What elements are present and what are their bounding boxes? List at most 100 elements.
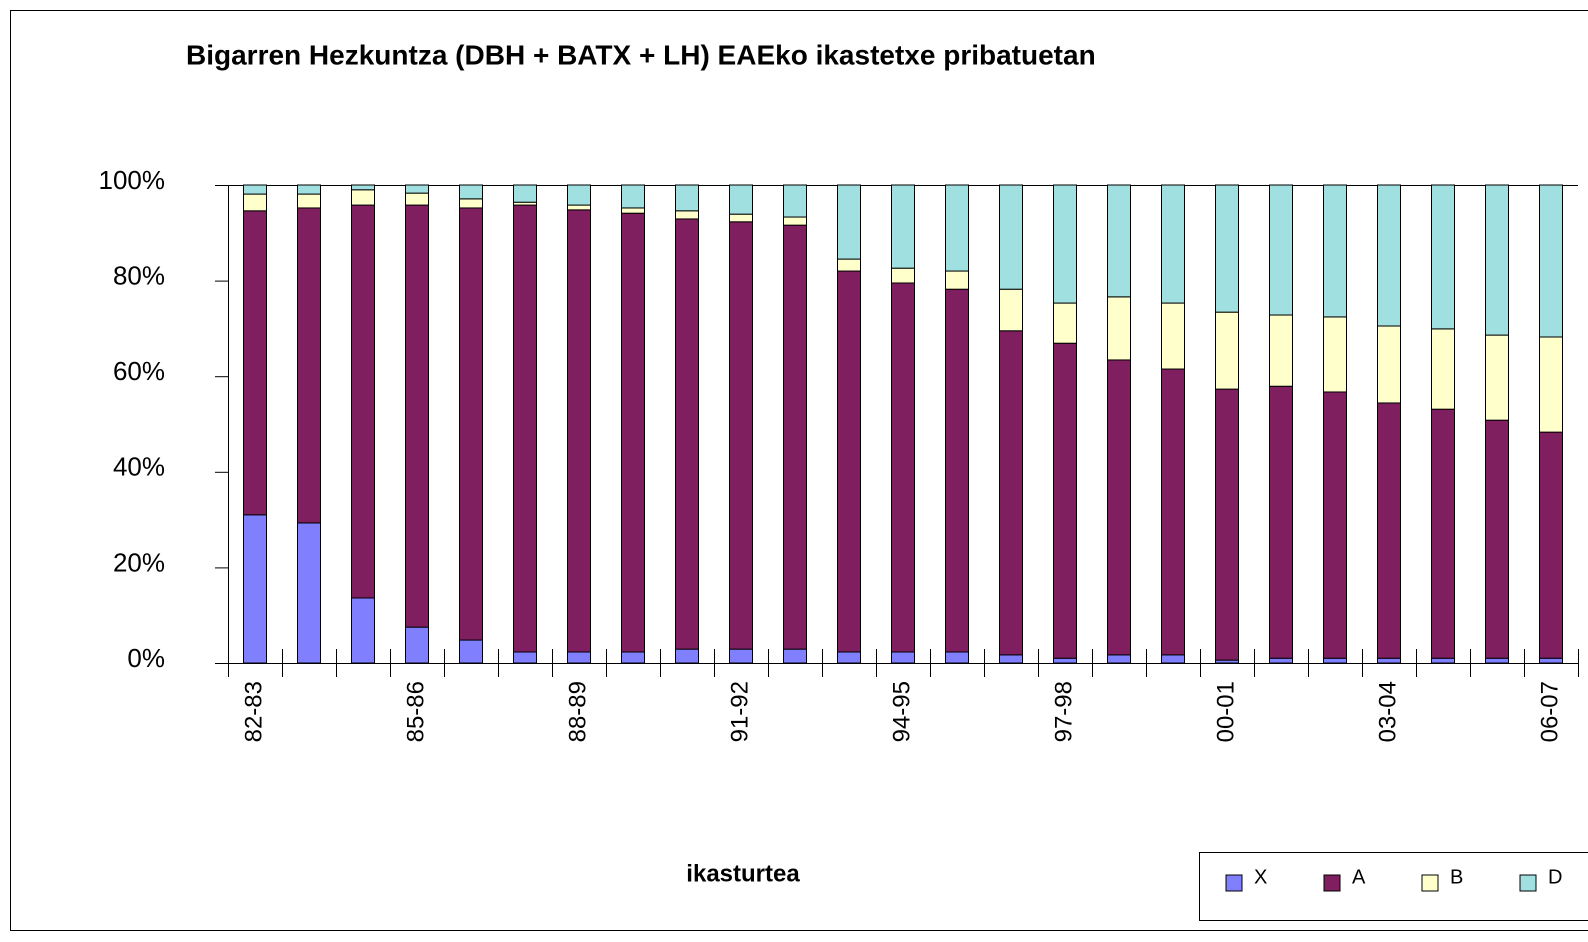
bar-segment bbox=[297, 193, 321, 209]
x-tick-label: 82-83 bbox=[240, 681, 267, 742]
legend-swatch bbox=[1421, 874, 1439, 892]
x-tick-label: 91-92 bbox=[726, 681, 753, 742]
bar-segment bbox=[567, 204, 591, 211]
bar-segment bbox=[999, 654, 1023, 664]
legend-label: B bbox=[1450, 866, 1463, 888]
y-tick-label: 40% bbox=[113, 452, 165, 482]
bar-segment bbox=[999, 288, 1023, 332]
legend-swatch bbox=[1519, 874, 1537, 892]
bar-segment bbox=[729, 221, 753, 650]
bar-segment bbox=[405, 626, 429, 664]
bar-segment bbox=[1485, 184, 1509, 336]
x-tick-label: 06-07 bbox=[1536, 681, 1563, 742]
bar-segment bbox=[459, 639, 483, 664]
bar-segment bbox=[945, 288, 969, 653]
bar-segment bbox=[1323, 184, 1347, 318]
bar-segment bbox=[945, 651, 969, 664]
legend-label: D bbox=[1548, 866, 1562, 888]
bar-segment bbox=[1215, 388, 1239, 661]
bar-segment bbox=[621, 207, 645, 214]
bar-segment bbox=[513, 651, 537, 664]
bar-segment bbox=[837, 258, 861, 272]
bar-segment bbox=[1431, 408, 1455, 659]
bar-segment bbox=[1485, 334, 1509, 421]
bar-segment bbox=[891, 184, 915, 269]
bar-segment bbox=[1539, 336, 1563, 433]
bar-segment bbox=[297, 522, 321, 664]
x-tick-label: 03-04 bbox=[1374, 681, 1401, 742]
bar-segment bbox=[1161, 302, 1185, 370]
bar-segment bbox=[837, 184, 861, 260]
bar-segment bbox=[1161, 368, 1185, 656]
bar-segment bbox=[351, 189, 375, 206]
bar-segment bbox=[1107, 359, 1131, 656]
bar-segment bbox=[1377, 184, 1401, 327]
y-tick-label: 60% bbox=[113, 356, 165, 386]
x-tick-label: 88-89 bbox=[564, 681, 591, 742]
bar-segment bbox=[1323, 657, 1347, 664]
bar-segment bbox=[783, 648, 807, 664]
bar-segment bbox=[1053, 657, 1077, 664]
bar-segment bbox=[783, 224, 807, 650]
bar-segment bbox=[1431, 657, 1455, 664]
bar-segment bbox=[297, 184, 321, 195]
x-tick-label: 94-95 bbox=[888, 681, 915, 742]
bar-segment bbox=[1053, 302, 1077, 344]
bar-segment bbox=[999, 184, 1023, 290]
bar-segment bbox=[459, 198, 483, 209]
bar-segment bbox=[1431, 184, 1455, 330]
bar-segment bbox=[567, 209, 591, 653]
bar-segment bbox=[297, 207, 321, 524]
bar-segment bbox=[783, 184, 807, 218]
bar-segment bbox=[405, 184, 429, 194]
bar-segment bbox=[891, 267, 915, 284]
bar-segment bbox=[351, 204, 375, 599]
bar-segment bbox=[1431, 328, 1455, 410]
x-tick-label: 97-98 bbox=[1050, 681, 1077, 742]
bar-segment bbox=[1053, 184, 1077, 304]
bar-segment bbox=[243, 184, 267, 195]
bar-segment bbox=[405, 204, 429, 628]
bar-segment bbox=[1161, 654, 1185, 664]
bar-segment bbox=[945, 270, 969, 290]
bar-segment bbox=[675, 218, 699, 650]
bar-segment bbox=[1323, 316, 1347, 393]
bar-segment bbox=[1323, 391, 1347, 659]
legend-swatch bbox=[1323, 874, 1341, 892]
bar-segment bbox=[675, 184, 699, 212]
bar-segment bbox=[675, 648, 699, 664]
bar-segment bbox=[621, 212, 645, 653]
bar-segment bbox=[621, 184, 645, 209]
bar-segment bbox=[1107, 184, 1131, 298]
bar-segment bbox=[567, 651, 591, 664]
bar-segment bbox=[783, 216, 807, 226]
bar-segment bbox=[1269, 657, 1293, 664]
bar-segment bbox=[1377, 657, 1401, 664]
bar-segment bbox=[1539, 657, 1563, 664]
bar-segment bbox=[945, 184, 969, 272]
bar-segment bbox=[891, 651, 915, 664]
y-tick-label: 80% bbox=[113, 260, 165, 290]
bar-segment bbox=[405, 192, 429, 206]
y-tick-label: 20% bbox=[113, 547, 165, 577]
legend-label: X bbox=[1254, 866, 1267, 888]
bar-segment bbox=[729, 213, 753, 223]
x-tick-label: 00-01 bbox=[1212, 681, 1239, 742]
bar-segment bbox=[243, 514, 267, 664]
x-tick-label: 85-86 bbox=[402, 681, 429, 742]
bar-segment bbox=[1107, 654, 1131, 664]
bar-segment bbox=[1485, 657, 1509, 664]
bar-segment bbox=[999, 330, 1023, 656]
bar-segment bbox=[837, 651, 861, 664]
bar-segment bbox=[729, 184, 753, 215]
y-tick-label: 0% bbox=[127, 643, 165, 673]
bar-segment bbox=[351, 184, 375, 191]
bar-segment bbox=[513, 204, 537, 653]
bar-segment bbox=[1269, 314, 1293, 387]
bar-segment bbox=[1215, 311, 1239, 390]
bar-segment bbox=[1161, 184, 1185, 304]
bar-segment bbox=[513, 184, 537, 203]
chart-title: Bigarren Hezkuntza (DBH + BATX + LH) EAE… bbox=[186, 39, 1096, 70]
bar-segment bbox=[1377, 325, 1401, 404]
